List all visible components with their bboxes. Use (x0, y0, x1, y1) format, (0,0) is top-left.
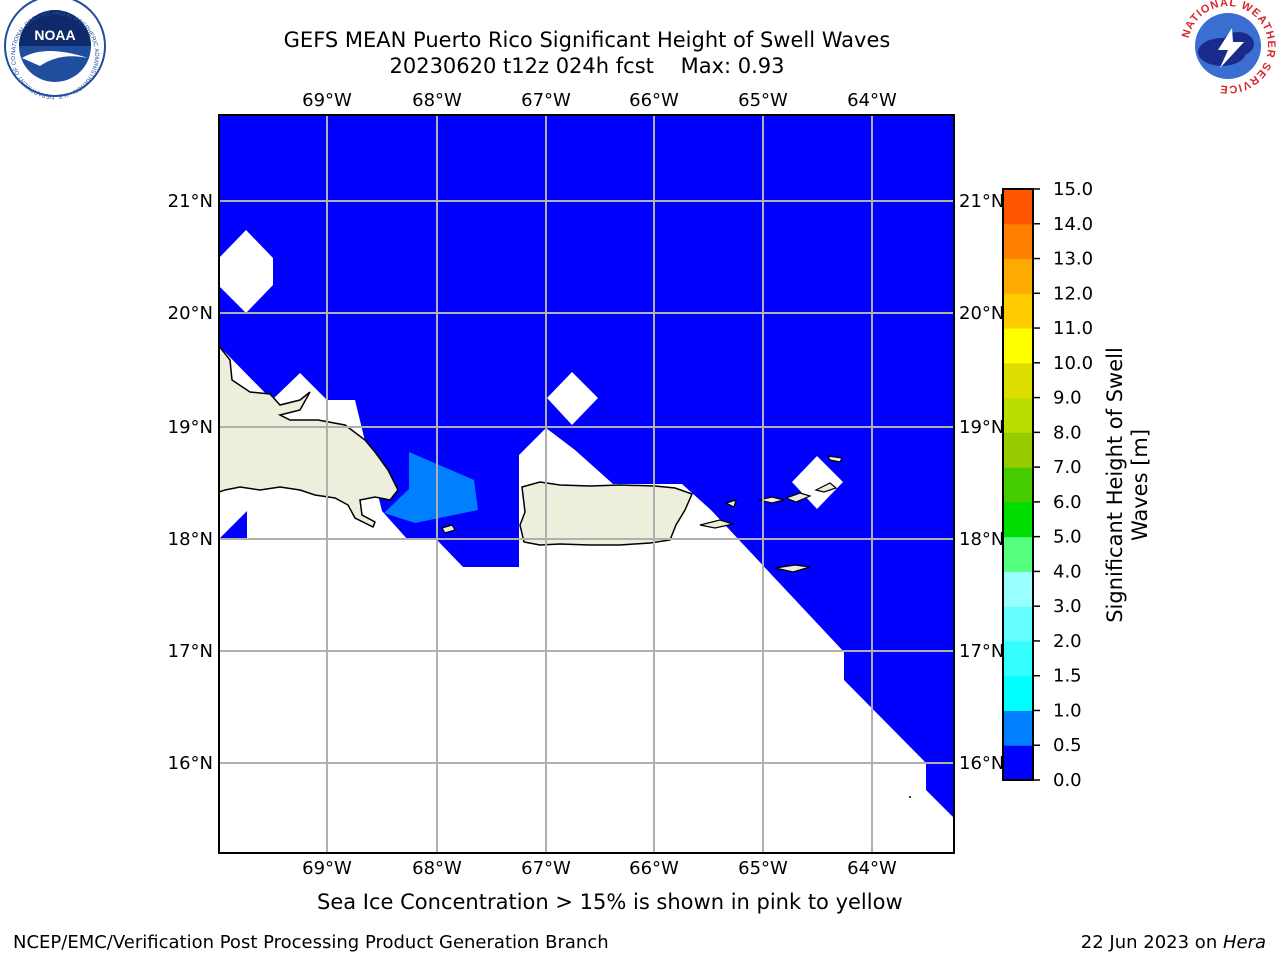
lat-label-right-21n: 21°N (959, 191, 1004, 212)
colorbar-segment-6 (1003, 536, 1033, 572)
colorbar-tick-label-11: 9.0 (1053, 388, 1082, 409)
colorbar-segment-10 (1003, 397, 1033, 433)
colorbar-segment-12 (1003, 328, 1033, 364)
anegada (826, 455, 843, 463)
lon-label-top-68w: 68°W (412, 90, 462, 111)
aves-island (909, 796, 911, 798)
footer-date: 22 Jun 2023 on Hera (1081, 932, 1266, 953)
nodata-hole-mid (547, 372, 598, 425)
lat-label-left-19n: 19°N (168, 417, 213, 438)
lightning-bolt-icon (1218, 28, 1244, 68)
chart-title: GEFS MEAN Puerto Rico Significant Height… (283, 28, 891, 52)
footer-machine: Hera (1222, 932, 1266, 953)
colorbar-tick-label-10: 8.0 (1053, 422, 1082, 443)
colorbar-title-text: Significant Height of Swell Waves [m] (1103, 347, 1152, 623)
map-axis-labels: 69°W 68°W 67°W 66°W 65°W 64°W 69°W 68°W … (168, 90, 1005, 879)
colorbar-tick-label-17: 15.0 (1053, 179, 1093, 200)
colorbar-segment-0 (1003, 745, 1033, 781)
noaa-logo-text: NOAA (34, 27, 75, 43)
map-panel (219, 115, 954, 853)
lat-label-left-16n: 16°N (168, 753, 213, 774)
colorbar-segment-3 (1003, 640, 1033, 677)
lon-label-top-67w: 67°W (521, 90, 571, 111)
colorbar-tick-label-12: 10.0 (1053, 353, 1093, 374)
footer-date-text: 22 Jun 2023 on (1080, 932, 1223, 953)
lon-label-top-69w: 69°W (302, 90, 352, 111)
st-croix (774, 564, 811, 573)
colorbar-tick-label-14: 12.0 (1053, 283, 1093, 304)
isla-saona (441, 524, 456, 534)
colorbar-segment-2 (1003, 675, 1033, 711)
lon-label-bottom-65w: 65°W (738, 858, 788, 879)
colorbar-tick-label-6: 4.0 (1053, 561, 1082, 582)
chart-subtitle: 20230620 t12z 024h fcst Max: 0.93 (389, 54, 785, 78)
colorbar-segment-8 (1003, 467, 1033, 503)
map-frame (218, 114, 955, 854)
footer-credit: NCEP/EMC/Verification Post Processing Pr… (13, 932, 609, 953)
lon-label-bottom-69w: 69°W (302, 858, 352, 879)
colorbar-segment-11 (1003, 362, 1033, 399)
colorbar-tick-label-0: 0.0 (1053, 770, 1082, 791)
virgin-gorda (814, 482, 838, 493)
colorbar-tick-label-9: 7.0 (1053, 457, 1082, 478)
colorbar-tick-label-3: 1.5 (1053, 666, 1082, 687)
colorbar: 0.0 0.5 1.0 1.5 2.0 3.0 4.0 5.0 6.0 7.0 8.0 9.0 10.0… (1002, 179, 1093, 791)
lat-label-left-20n: 20°N (168, 303, 213, 324)
st-john-tortola (784, 492, 812, 503)
map-gridlines (219, 115, 954, 853)
colorbar-segment-16 (1003, 189, 1033, 225)
colorbar-segment-13 (1003, 293, 1033, 329)
lat-label-left-21n: 21°N (168, 191, 213, 212)
swell-patch-mona-passage (384, 452, 478, 523)
lon-label-bottom-67w: 67°W (521, 858, 571, 879)
lat-label-right-19n: 19°N (959, 417, 1004, 438)
colorbar-segment-15 (1003, 223, 1033, 260)
colorbar-tick-label-5: 3.0 (1053, 596, 1082, 617)
colorbar-segment-14 (1003, 258, 1033, 294)
colorbar-tick-label-15: 13.0 (1053, 249, 1093, 270)
colorbar-segment-5 (1003, 571, 1033, 607)
puerto-rico-land (519, 481, 694, 546)
colorbar-tick-label-13: 11.0 (1053, 318, 1093, 339)
colorbar-tick-label-8: 6.0 (1053, 492, 1082, 513)
lat-label-right-20n: 20°N (959, 303, 1004, 324)
colorbar-tick-label-1: 0.5 (1053, 735, 1082, 756)
nodata-hole-nw (219, 230, 273, 313)
culebra (724, 499, 737, 508)
lon-label-bottom-64w: 64°W (847, 858, 897, 879)
noaa-logo: NOAA NATIONAL OCEANIC AND ATMOSPHERIC AD… (0, 0, 106, 99)
colorbar-segment-7 (1003, 501, 1033, 538)
lat-label-left-18n: 18°N (168, 529, 213, 550)
colorbar-tick-label-4: 2.0 (1053, 631, 1082, 652)
hispaniola-land (219, 344, 399, 529)
lon-label-bottom-66w: 66°W (629, 858, 679, 879)
colorbar-segment-9 (1003, 432, 1033, 468)
colorbar-segment-4 (1003, 606, 1033, 642)
sea-ice-caption: Sea Ice Concentration > 15% is shown in … (317, 890, 903, 914)
ocean-swell-field (219, 115, 954, 818)
noaa-bird-icon (22, 51, 88, 66)
lat-label-right-18n: 18°N (959, 529, 1004, 550)
lon-label-top-64w: 64°W (847, 90, 897, 111)
nodata-patch-sw (219, 511, 247, 539)
lat-label-left-17n: 17°N (168, 641, 213, 662)
colorbar-tick-label-16: 14.0 (1053, 214, 1093, 235)
lat-label-right-16n: 16°N (959, 753, 1004, 774)
colorbar-segment-1 (1003, 710, 1033, 746)
lon-label-top-65w: 65°W (738, 90, 788, 111)
lon-label-bottom-68w: 68°W (412, 858, 462, 879)
lat-label-right-17n: 17°N (959, 641, 1004, 662)
lon-label-top-66w: 66°W (629, 90, 679, 111)
vieques (699, 519, 736, 529)
colorbar-tick-label-2: 1.0 (1053, 700, 1082, 721)
noaa-logo-sky (19, 10, 91, 46)
nws-logo: NATIONAL WEATHER SERVICE (1178, 0, 1278, 96)
colorbar-frame (1002, 188, 1034, 781)
colorbar-tick-label-7: 5.0 (1053, 527, 1082, 548)
st-thomas (758, 496, 785, 504)
